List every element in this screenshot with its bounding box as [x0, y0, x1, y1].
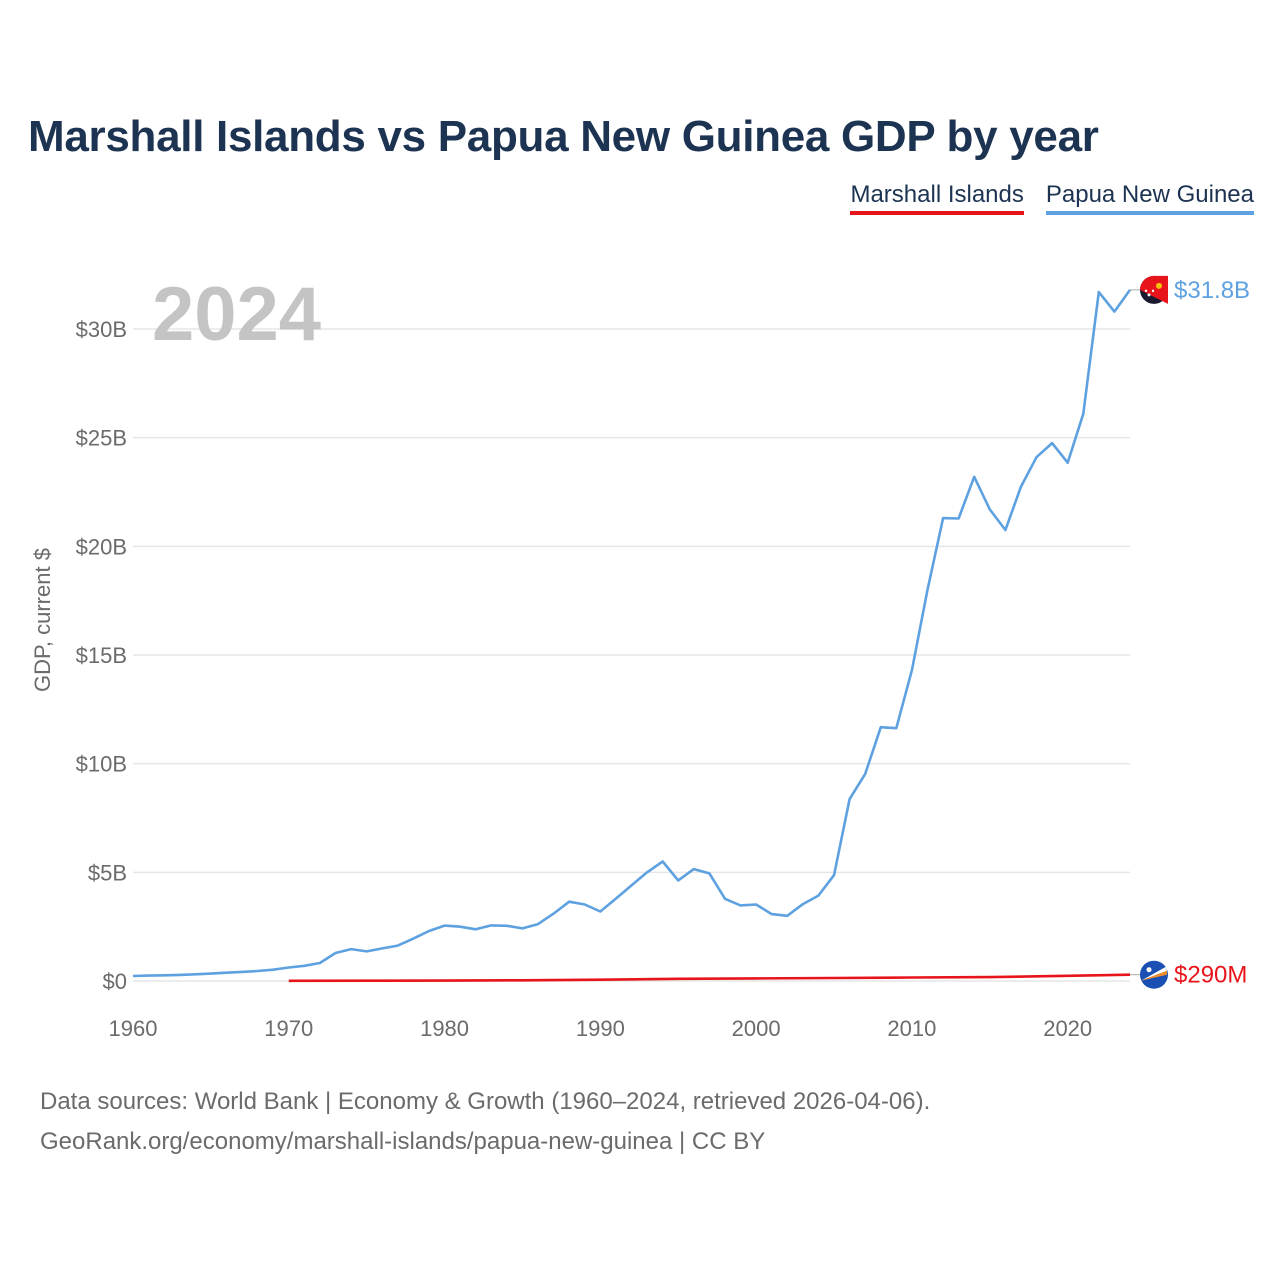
legend-item-marshall-islands[interactable]: Marshall Islands — [850, 181, 1024, 215]
end-label-marshall-islands: $290M — [1174, 962, 1247, 989]
x-tick-label: 1980 — [420, 1016, 469, 1041]
legend-item-papua-new-guinea[interactable]: Papua New Guinea — [1045, 181, 1254, 215]
footer-attribution[interactable]: GeoRank.org/economy/marshall-islands/pap… — [40, 1128, 766, 1155]
y-tick-label: $5B — [88, 860, 127, 885]
y-axis-label: GDP, current $ — [30, 548, 55, 692]
end-markers: $31.8B $290M — [1130, 275, 1250, 989]
y-tick-label: $30B — [76, 317, 127, 342]
x-axis-ticks: 1960 1970 1980 1990 2000 2010 2020 — [109, 1016, 1093, 1041]
legend: Marshall Islands Papua New Guinea — [850, 181, 1254, 215]
x-tick-label: 1970 — [264, 1016, 313, 1041]
papua-new-guinea-flag-icon — [1140, 275, 1168, 304]
marshall-islands-flag-icon — [1140, 960, 1168, 989]
gridlines — [133, 328, 1130, 982]
series-line-papua-new-guinea — [132, 289, 1132, 978]
y-tick-label: $25B — [76, 426, 127, 451]
chart-title: Marshall Islands vs Papua New Guinea GDP… — [28, 112, 1099, 161]
x-tick-label: 2020 — [1043, 1016, 1092, 1041]
footer-sources: Data sources: World Bank | Economy & Gro… — [40, 1088, 931, 1115]
footer: Data sources: World Bank | Economy & Gro… — [40, 1082, 930, 1162]
x-tick-label: 1960 — [109, 1016, 158, 1041]
y-tick-label: $15B — [76, 643, 127, 668]
end-label-papua-new-guinea: $31.8B — [1174, 277, 1250, 304]
y-tick-label: $20B — [76, 534, 127, 559]
series-line-marshall-islands — [288, 973, 1131, 983]
y-tick-label: $10B — [76, 752, 127, 777]
x-tick-label: 2000 — [732, 1016, 781, 1041]
y-tick-label: $0 — [103, 969, 127, 994]
x-tick-label: 1990 — [576, 1016, 625, 1041]
y-axis-ticks: $0 $5B $10B $15B $20B $25B $30B — [76, 317, 127, 994]
x-tick-label: 2010 — [887, 1016, 936, 1041]
series-lines — [132, 289, 1132, 983]
year-label: 2024 — [152, 272, 321, 357]
